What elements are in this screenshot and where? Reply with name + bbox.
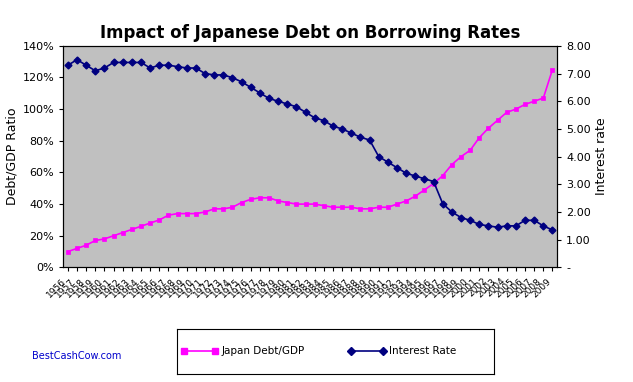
Text: BestCashCow.com: BestCashCow.com <box>32 351 121 361</box>
Interest Rate <box>403 171 410 176</box>
Japan Debt/GDP <box>146 221 154 225</box>
Y-axis label: Interest rate: Interest rate <box>595 118 608 196</box>
Japan Debt/GDP <box>356 207 364 211</box>
Interest Rate <box>73 57 81 62</box>
Line: Japan Debt/GDP: Japan Debt/GDP <box>65 67 555 254</box>
Japan Debt/GDP <box>247 197 254 202</box>
Text: Interest Rate: Interest Rate <box>389 346 456 356</box>
Interest Rate <box>64 63 72 68</box>
Japan Debt/GDP <box>393 202 401 206</box>
Interest Rate <box>356 135 364 139</box>
Japan Debt/GDP <box>549 67 556 72</box>
Title: Impact of Japanese Debt on Borrowing Rates: Impact of Japanese Debt on Borrowing Rat… <box>100 24 520 42</box>
Text: Japan Debt/GDP: Japan Debt/GDP <box>222 346 305 356</box>
Line: Interest Rate: Interest Rate <box>65 57 555 232</box>
Interest Rate <box>549 228 556 232</box>
Japan Debt/GDP <box>348 205 355 210</box>
Japan Debt/GDP <box>329 205 337 210</box>
Interest Rate <box>339 127 346 131</box>
Interest Rate <box>156 63 163 68</box>
Interest Rate <box>256 91 264 95</box>
Japan Debt/GDP <box>64 249 72 254</box>
Interest Rate <box>366 138 373 142</box>
Y-axis label: Debt/GDP Ratio: Debt/GDP Ratio <box>5 108 18 206</box>
